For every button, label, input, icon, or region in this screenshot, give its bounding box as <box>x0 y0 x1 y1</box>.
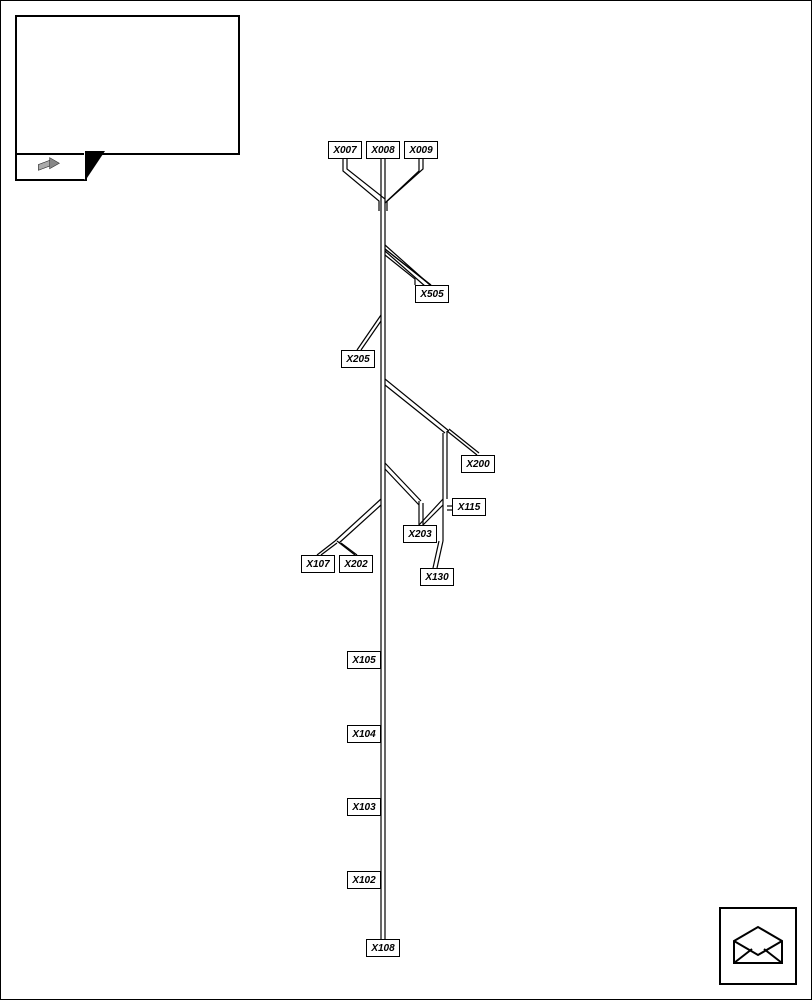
header-box <box>15 15 240 155</box>
node-label: X203 <box>408 529 431 540</box>
bottom-icon-box <box>719 907 797 985</box>
node-label: X102 <box>352 875 375 886</box>
node-X205: X205 <box>341 350 375 368</box>
node-X102: X102 <box>347 871 381 889</box>
node-label: X108 <box>371 943 394 954</box>
node-X007: X007 <box>328 141 362 159</box>
node-X115: X115 <box>452 498 486 516</box>
arrow-3d-icon <box>37 157 65 175</box>
node-label: X009 <box>409 145 432 156</box>
node-label: X205 <box>346 354 369 365</box>
node-X505: X505 <box>415 285 449 303</box>
header-tab <box>15 153 87 181</box>
node-X008: X008 <box>366 141 400 159</box>
node-label: X107 <box>306 559 329 570</box>
node-X103: X103 <box>347 798 381 816</box>
node-X104: X104 <box>347 725 381 743</box>
node-X108: X108 <box>366 939 400 957</box>
node-X202: X202 <box>339 555 373 573</box>
node-label: X104 <box>352 729 375 740</box>
envelope-3d-icon <box>728 921 788 971</box>
node-label: X130 <box>425 572 448 583</box>
node-X130: X130 <box>420 568 454 586</box>
node-label: X115 <box>458 502 481 513</box>
node-X009: X009 <box>404 141 438 159</box>
node-label: X505 <box>420 289 443 300</box>
node-label: X202 <box>344 559 367 570</box>
node-X105: X105 <box>347 651 381 669</box>
node-label: X008 <box>371 145 394 156</box>
node-label: X007 <box>333 145 356 156</box>
node-label: X105 <box>352 655 375 666</box>
node-X203: X203 <box>403 525 437 543</box>
node-label: X200 <box>466 459 489 470</box>
node-X200: X200 <box>461 455 495 473</box>
node-X107: X107 <box>301 555 335 573</box>
node-label: X103 <box>352 802 375 813</box>
